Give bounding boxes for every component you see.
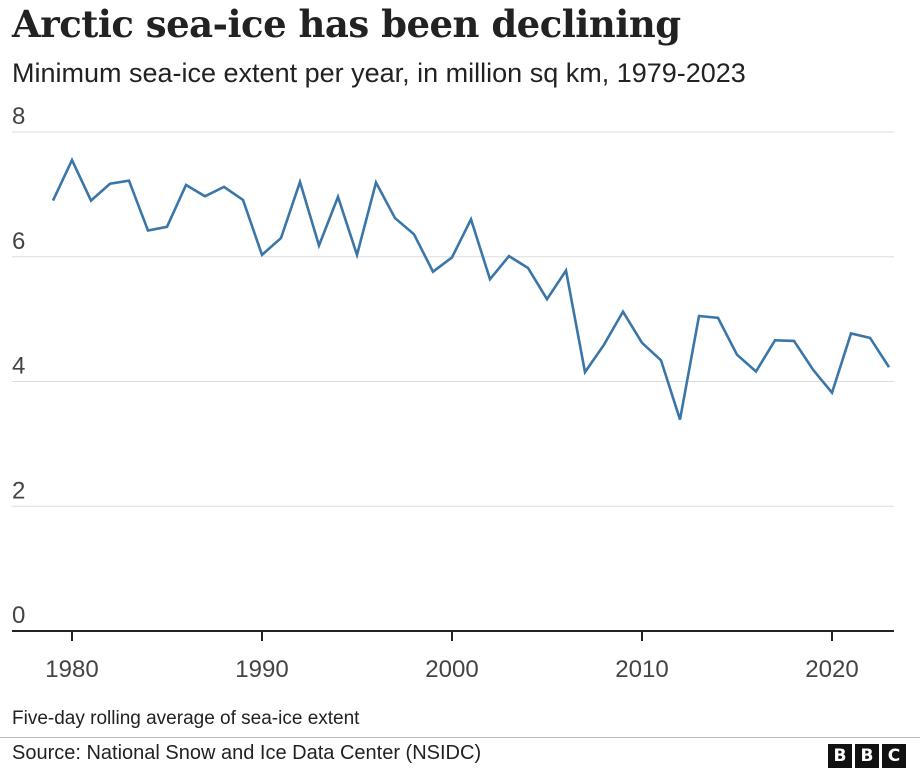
logo-letter-b2: B: [855, 744, 879, 768]
y-tick-label-6: 6: [12, 228, 25, 255]
chart-subtitle: Minimum sea-ice extent per year, in mill…: [12, 58, 746, 88]
chart-title: Arctic sea-ice has been declining: [12, 2, 681, 46]
y-tick-label-2: 2: [12, 477, 25, 504]
x-tick-label-2000: 2000: [425, 656, 478, 683]
y-tick-label-0: 0: [12, 602, 25, 629]
x-tick-label-1990: 1990: [235, 656, 288, 683]
y-tick-label-4: 4: [12, 353, 25, 380]
x-axis-ticks: 1980 1990 2000 2010 2020: [45, 631, 859, 683]
x-tick-label-1980: 1980: [45, 656, 98, 683]
y-tick-label-8: 8: [12, 103, 25, 130]
x-tick-label-2010: 2010: [615, 656, 668, 683]
source-text: Source: National Snow and Ice Data Cente…: [12, 742, 482, 764]
footer-divider: [0, 737, 920, 738]
bbc-logo: B B C: [828, 744, 906, 768]
series-line-0: [51, 157, 891, 420]
logo-letter-c: C: [882, 744, 906, 768]
line-chart: 0 2 4 6 8 1980 1990 2000 2010 2020: [12, 103, 894, 683]
footnote: Five-day rolling average of sea-ice exte…: [12, 708, 360, 729]
series-layer: [51, 157, 891, 420]
gridlines: [12, 131, 894, 507]
logo-letter-b1: B: [828, 744, 852, 768]
x-tick-label-2020: 2020: [805, 656, 858, 683]
y-axis-ticks: 0 2 4 6 8: [12, 103, 25, 629]
